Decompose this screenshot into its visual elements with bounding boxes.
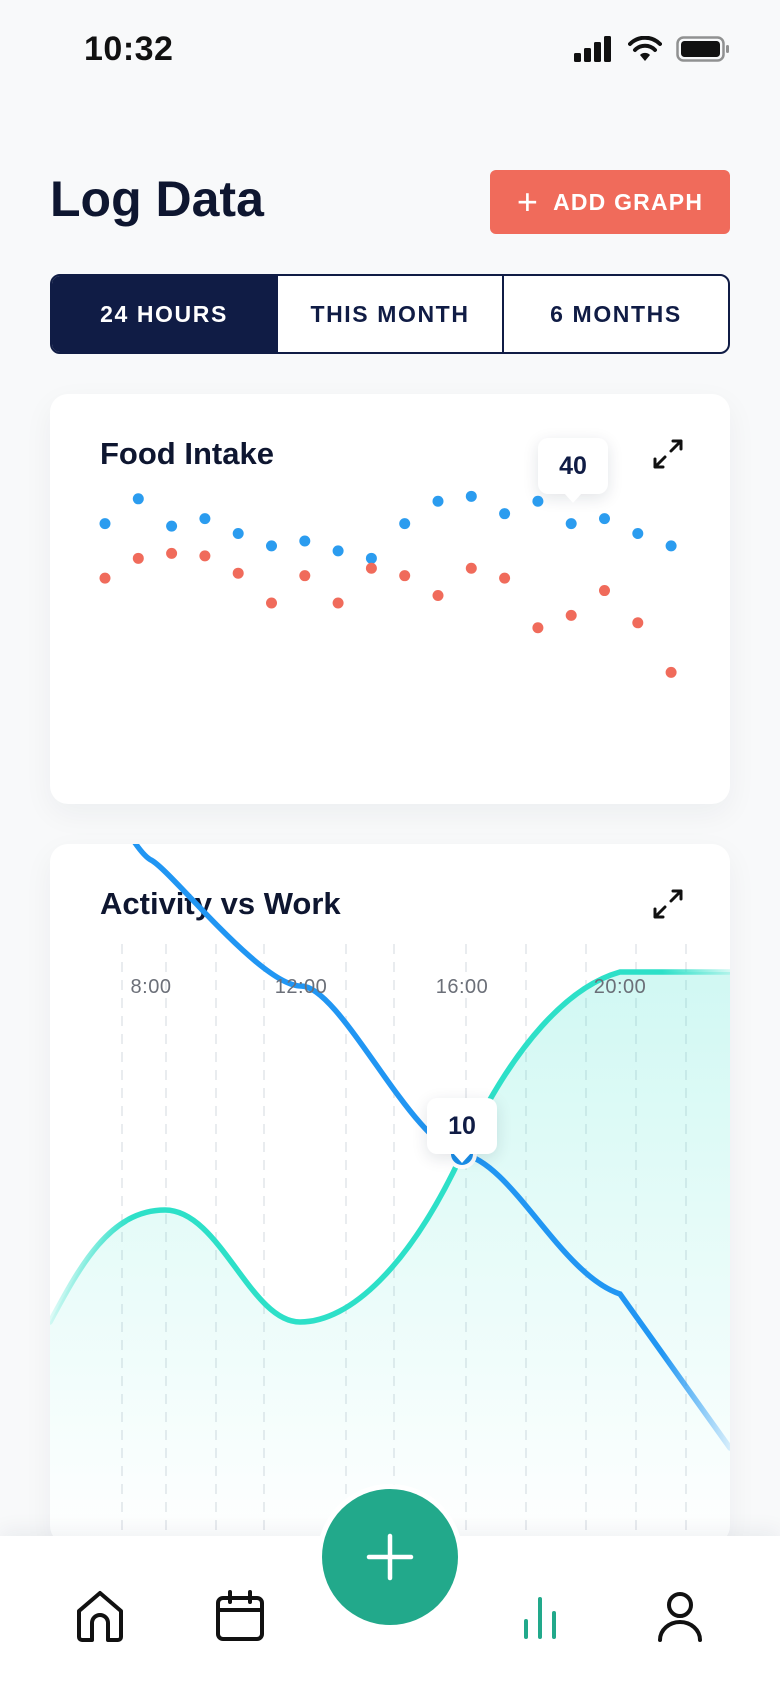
red-point	[365, 562, 377, 574]
food-intake-title: Food Intake	[100, 436, 274, 471]
red-point	[232, 567, 244, 579]
status-time: 10:32	[84, 30, 174, 68]
red-point	[266, 597, 277, 609]
food-intake-tooltip-value: 40	[559, 451, 587, 480]
activity-work-title: Activity vs Work	[100, 886, 341, 921]
blue-point	[299, 535, 311, 547]
blue-point	[599, 513, 610, 525]
tick-label: 16:00	[435, 976, 489, 998]
red-point	[632, 617, 644, 629]
red-point	[199, 550, 211, 562]
activity-tooltip: 10	[427, 1098, 497, 1163]
wifi-icon	[628, 36, 662, 61]
red-point	[399, 570, 411, 582]
nav-profile[interactable]	[652, 1588, 708, 1644]
tab-this-month[interactable]: THIS MONTH	[278, 276, 504, 352]
activity-tooltip-value: 10	[448, 1111, 476, 1140]
blue-point	[565, 518, 577, 530]
status-icons	[574, 36, 730, 62]
red-point	[99, 572, 111, 584]
blue-point	[532, 495, 544, 507]
activity-area-fill	[50, 972, 730, 1544]
red-point	[432, 590, 444, 602]
bar-chart-icon	[524, 1597, 556, 1639]
red-point	[299, 570, 311, 582]
signal-icon	[574, 36, 611, 62]
blue-point	[399, 518, 411, 530]
time-range-tabs: 24 HOURS THIS MONTH 6 MONTHS	[50, 274, 730, 354]
food-intake-card[interactable]: Food Intake 40	[50, 394, 730, 804]
user-icon	[658, 1592, 702, 1642]
tab-24-hours[interactable]: 24 HOURS	[52, 276, 278, 352]
tick-label: 20:00	[593, 976, 647, 998]
expand-icon[interactable]	[652, 888, 684, 920]
blue-point	[266, 540, 277, 552]
blue-point	[365, 552, 377, 564]
nav-stats[interactable]	[512, 1588, 568, 1644]
red-point	[332, 597, 344, 609]
blue-point	[199, 513, 211, 525]
tab-6-months[interactable]: 6 MONTHS	[550, 300, 682, 327]
home-icon	[77, 1591, 123, 1642]
plus-icon: +	[516, 181, 540, 222]
calendar-icon	[216, 1590, 264, 1641]
red-point	[499, 572, 511, 584]
red-point	[532, 622, 544, 634]
blue-point	[665, 540, 677, 552]
blue-point	[132, 493, 144, 505]
food-intake-chart	[99, 490, 677, 754]
blue-point	[99, 518, 111, 530]
red-point	[465, 562, 477, 574]
tick-label: 12:00	[274, 976, 328, 998]
nav-calendar[interactable]	[212, 1588, 268, 1644]
add-graph-button[interactable]: + ADD GRAPH	[490, 170, 730, 234]
blue-point	[432, 495, 444, 507]
page-title: Log Data	[50, 171, 264, 227]
nav-home[interactable]	[72, 1588, 128, 1644]
activity-work-chart	[50, 844, 730, 1544]
red-point	[599, 585, 610, 597]
red-point	[665, 666, 677, 678]
red-point	[565, 609, 577, 621]
blue-point	[465, 490, 477, 502]
food-intake-tooltip: 40	[538, 438, 608, 503]
battery-icon	[676, 36, 729, 62]
expand-icon[interactable]	[652, 438, 684, 470]
blue-point	[232, 528, 244, 540]
blue-point	[632, 528, 644, 540]
plus-icon	[366, 1533, 414, 1581]
series-line-activity	[50, 969, 730, 1325]
blue-point	[499, 508, 511, 520]
activity-work-card[interactable]: Activity vs Work	[50, 844, 730, 1544]
add-graph-label: ADD GRAPH	[553, 188, 704, 215]
blue-point	[166, 520, 178, 532]
status-bar: 10:32	[0, 0, 780, 100]
tick-label: 8:00	[130, 976, 172, 998]
red-point	[166, 547, 178, 559]
red-point	[132, 552, 144, 564]
add-entry-fab[interactable]	[322, 1489, 458, 1625]
series-line-work	[132, 844, 730, 1451]
blue-point	[332, 545, 344, 557]
